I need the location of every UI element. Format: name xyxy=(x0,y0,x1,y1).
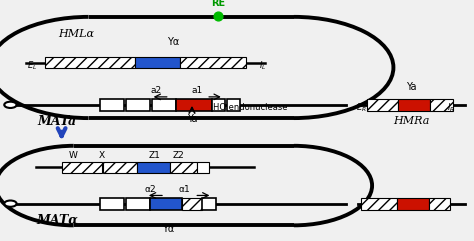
Text: RE: RE xyxy=(211,0,225,8)
Bar xyxy=(361,198,397,210)
Text: Yα: Yα xyxy=(162,224,174,234)
Bar xyxy=(45,57,135,68)
Text: X: X xyxy=(99,151,105,160)
Bar xyxy=(180,57,246,68)
Bar xyxy=(150,198,182,210)
Text: $E_L$: $E_L$ xyxy=(27,59,37,72)
Bar xyxy=(429,198,450,210)
Text: MATa: MATa xyxy=(37,115,76,128)
Text: MATα: MATα xyxy=(36,213,78,226)
Text: W: W xyxy=(69,151,78,160)
Text: HO endonuclease: HO endonuclease xyxy=(213,103,288,112)
Bar xyxy=(126,198,150,210)
Text: $I_R$: $I_R$ xyxy=(447,101,455,114)
Text: Ya: Ya xyxy=(187,114,197,124)
Bar xyxy=(135,57,180,68)
Bar xyxy=(212,99,225,111)
Bar xyxy=(100,99,124,111)
Text: Yα: Yα xyxy=(167,37,179,47)
Text: a1: a1 xyxy=(191,87,202,95)
Text: Ya: Ya xyxy=(406,82,417,92)
Text: Z1: Z1 xyxy=(148,151,161,160)
Bar xyxy=(227,99,240,111)
Text: Z2: Z2 xyxy=(173,151,184,160)
Text: α1: α1 xyxy=(179,185,191,194)
Bar xyxy=(397,198,429,210)
Bar xyxy=(100,198,124,210)
Bar xyxy=(430,99,453,111)
Bar xyxy=(176,99,212,111)
Text: α2: α2 xyxy=(145,185,156,194)
Text: $I_L$: $I_L$ xyxy=(259,59,267,72)
Bar xyxy=(182,198,202,210)
Bar xyxy=(170,162,197,173)
Bar xyxy=(398,99,430,111)
Bar xyxy=(152,99,176,111)
Circle shape xyxy=(4,201,17,207)
Text: a2: a2 xyxy=(151,87,162,95)
Bar xyxy=(202,198,216,210)
Bar xyxy=(126,99,150,111)
Circle shape xyxy=(4,102,17,108)
Bar xyxy=(137,162,170,173)
Text: HMLα: HMLα xyxy=(58,29,94,39)
Text: $E_R$: $E_R$ xyxy=(356,101,366,114)
Text: HMRa: HMRa xyxy=(393,116,429,126)
Bar xyxy=(197,162,209,173)
Bar xyxy=(103,162,137,173)
Bar xyxy=(62,162,102,173)
Point xyxy=(214,14,222,18)
Bar xyxy=(367,99,398,111)
